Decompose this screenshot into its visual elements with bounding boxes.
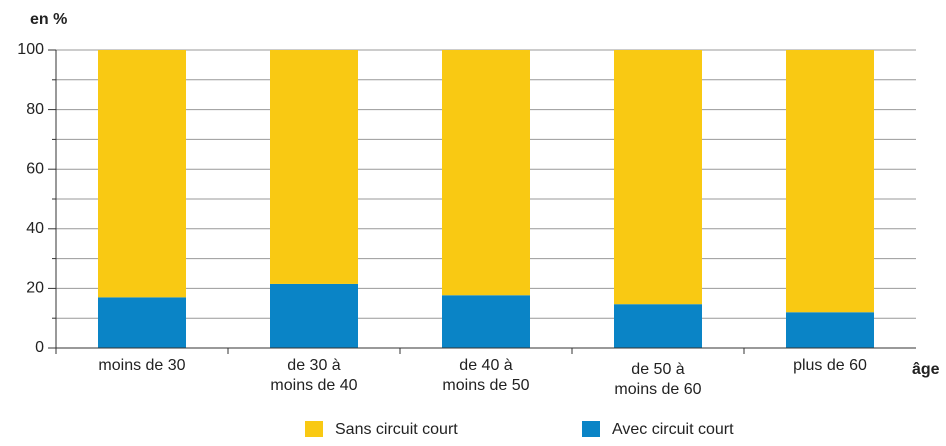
bar-segment [442, 295, 530, 348]
y-tick-label: 20 [26, 280, 44, 297]
bar-segment [614, 50, 702, 305]
y-tick-label: 100 [17, 41, 44, 58]
y-axis-label: en % [30, 11, 67, 28]
y-tick-label: 40 [26, 220, 44, 237]
legend-label: Sans circuit court [335, 421, 458, 438]
x-tick-label: de 50 à moins de 60 [614, 361, 702, 398]
bar-segment [98, 297, 186, 348]
y-tick-label: 60 [26, 160, 44, 177]
bar-segment [786, 50, 874, 313]
bar-segment [786, 312, 874, 348]
legend-swatch [305, 421, 323, 437]
bar-segment [270, 283, 358, 348]
legend-label: Avec circuit court [612, 421, 734, 438]
bar-segment [98, 50, 186, 298]
bar-segment [614, 304, 702, 348]
y-tick-label: 80 [26, 101, 44, 118]
x-tick-label: de 30 à moins de 40 [270, 357, 358, 394]
y-tick-label: 0 [35, 339, 44, 356]
x-tick-label: de 40 à moins de 50 [442, 357, 530, 394]
bar-segment [442, 50, 530, 296]
x-axis-label: âge [912, 361, 940, 378]
x-tick-label: moins de 30 [98, 357, 186, 374]
bar-segment [270, 50, 358, 284]
legend-swatch [582, 421, 600, 437]
x-tick-label: plus de 60 [793, 357, 867, 374]
